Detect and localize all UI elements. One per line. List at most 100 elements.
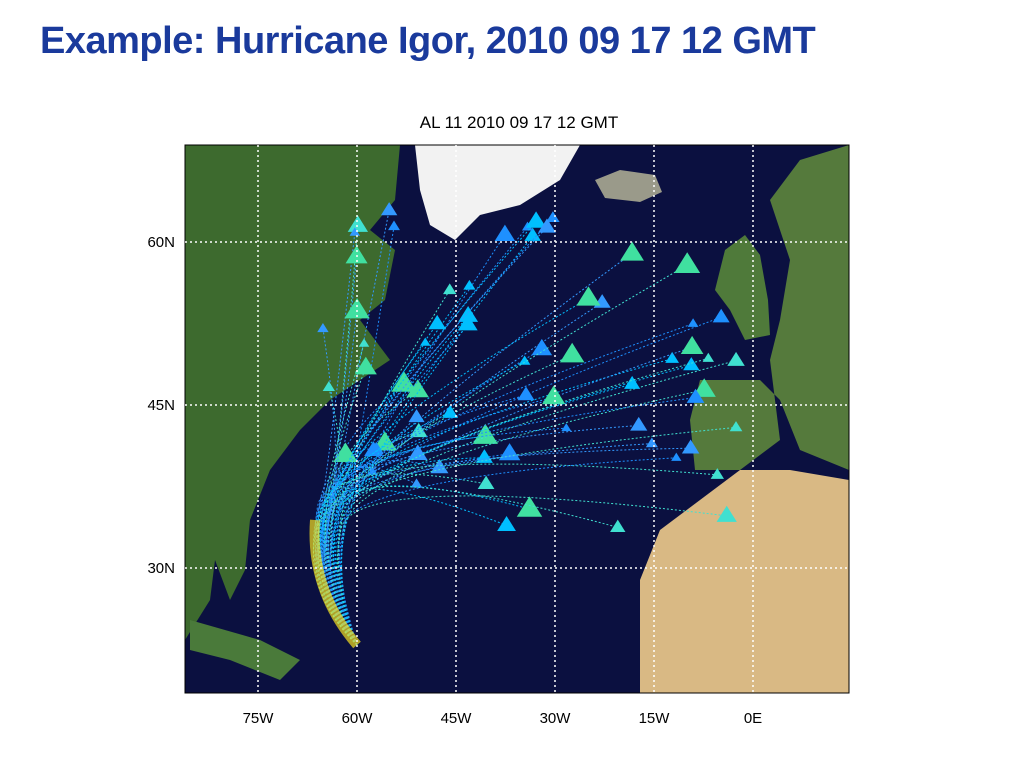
ensemble-tracks — [309, 202, 745, 649]
track-marker — [624, 375, 641, 389]
track-marker — [430, 458, 449, 474]
track-marker — [457, 314, 478, 331]
track — [335, 457, 485, 646]
track-marker — [620, 241, 644, 261]
africa — [640, 470, 849, 693]
track — [323, 256, 358, 646]
track-marker — [322, 381, 335, 391]
track-marker — [443, 283, 457, 295]
track-marker — [665, 351, 680, 363]
track — [327, 346, 693, 646]
track-marker — [442, 405, 459, 418]
track-marker — [645, 437, 658, 448]
track-marker — [407, 444, 428, 461]
track — [319, 364, 692, 646]
track-marker — [372, 431, 397, 451]
track-marker — [408, 409, 425, 423]
lon-label: 15W — [639, 710, 671, 727]
map-area — [185, 145, 849, 693]
track-marker — [354, 356, 377, 375]
track-marker — [494, 224, 516, 242]
track-marker — [610, 519, 626, 532]
track-marker — [358, 338, 370, 347]
track-marker — [576, 286, 601, 306]
track-marker — [681, 439, 700, 454]
track — [330, 210, 390, 646]
track-marker — [518, 355, 531, 365]
track-marker — [546, 211, 560, 222]
track — [328, 289, 451, 646]
track-marker — [463, 279, 476, 290]
lon-label: 0E — [744, 710, 762, 727]
track — [324, 463, 718, 646]
track-marker — [712, 308, 730, 323]
track-marker — [475, 449, 493, 463]
track-marker — [561, 423, 572, 432]
track-marker — [680, 335, 704, 354]
lon-label: 75W — [243, 710, 275, 727]
lat-label: 60N — [147, 234, 175, 251]
track-marker — [542, 385, 566, 405]
track-marker — [674, 252, 701, 273]
track-marker — [516, 496, 543, 517]
track-marker — [317, 323, 329, 333]
track — [330, 486, 618, 646]
track-marker — [727, 351, 745, 366]
lat-label: 30N — [147, 560, 175, 577]
track-marker — [409, 422, 428, 438]
british-isles — [715, 235, 770, 340]
lat-label: 45N — [147, 397, 175, 414]
track-marker — [710, 468, 724, 479]
track-marker — [410, 478, 423, 488]
track-marker — [428, 314, 447, 330]
lon-label: 30W — [540, 710, 572, 727]
track-marker — [671, 452, 682, 461]
track — [340, 234, 506, 646]
europe — [690, 145, 849, 470]
track-marker — [367, 466, 378, 475]
graticule: 60N 45N 30N 75W 60W 45W 30W 15W 0E — [147, 145, 849, 727]
track-marker — [686, 388, 705, 403]
iceland — [595, 170, 662, 202]
track-marker — [477, 475, 495, 489]
lon-label: 60W — [342, 710, 374, 727]
track — [316, 424, 639, 646]
track-marker — [472, 423, 498, 444]
track — [327, 427, 567, 646]
track-marker — [531, 338, 553, 356]
track-marker — [702, 352, 715, 362]
track-marker — [380, 202, 398, 216]
map-title: AL 11 2010 09 17 12 GMT — [420, 113, 618, 132]
track-marker — [692, 378, 716, 397]
track — [317, 302, 603, 646]
track — [314, 447, 691, 646]
track-marker — [345, 245, 368, 264]
track-marker — [347, 215, 369, 232]
track-marker — [349, 227, 361, 236]
track-marker — [333, 442, 358, 463]
track — [337, 357, 709, 646]
track-marker — [525, 211, 547, 228]
track-marker — [391, 371, 417, 392]
track-marker — [497, 515, 516, 532]
north-america — [185, 145, 400, 640]
track-marker — [716, 505, 737, 522]
track-marker — [687, 318, 699, 327]
map-frame — [184, 144, 850, 694]
track-marker — [388, 220, 400, 231]
track-marker — [406, 379, 429, 398]
lon-label: 45W — [441, 710, 473, 727]
slide-title: Example: Hurricane Igor, 2010 09 17 12 G… — [40, 20, 816, 62]
track-marker — [559, 342, 585, 363]
track-marker — [630, 416, 648, 431]
track-marker — [538, 218, 556, 233]
track-origin — [309, 519, 361, 649]
track — [312, 360, 525, 646]
caribbean — [190, 620, 300, 680]
track — [324, 367, 367, 646]
track-marker — [344, 298, 370, 319]
track-marker — [729, 421, 743, 432]
track — [326, 227, 548, 646]
